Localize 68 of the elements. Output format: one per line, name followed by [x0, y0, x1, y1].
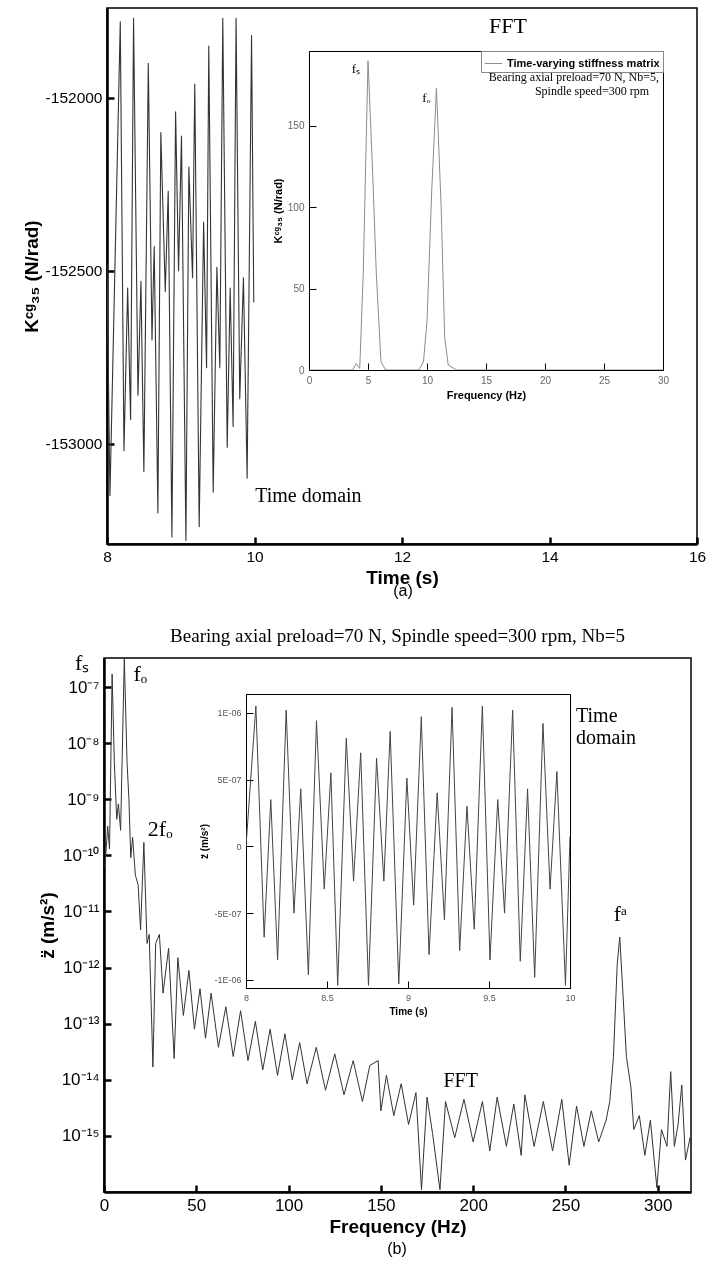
annotation: Time domain	[255, 484, 362, 507]
x-axis-title: Frequency (Hz)	[329, 1215, 467, 1237]
x-tick-label: 15	[480, 374, 493, 386]
line-series	[104, 658, 691, 1191]
y-axis-title: Kᶜᵍ₃₅ (N/rad)	[271, 178, 284, 244]
y-tick-label: 10⁻¹¹	[63, 901, 100, 921]
y-tick-label: 150	[287, 120, 305, 132]
y-tick-label: -152000	[45, 89, 103, 107]
x-tick-label: 9.5	[483, 992, 496, 1003]
y-tick-label: 0	[236, 841, 242, 852]
x-tick-label: 16	[688, 547, 706, 565]
y-tick-label: -153000	[45, 435, 103, 453]
y-axis-title: z̈ (m/s²)	[36, 892, 58, 959]
y-tick-label: 1E-06	[217, 708, 242, 719]
y-tick-label: -5E-07	[214, 908, 242, 919]
line-series	[107, 17, 255, 542]
y-tick-label: 10⁻¹⁴	[61, 1070, 100, 1090]
annotation: 2fₒ	[147, 816, 173, 842]
x-tick-label: 5	[365, 374, 372, 386]
y-tick-label: 10⁻¹⁰	[62, 845, 100, 865]
y-tick-label: -1E-06	[214, 975, 242, 986]
y-tick-label: 10⁻¹²	[63, 958, 100, 978]
x-tick-label: 14	[541, 547, 559, 565]
y-tick-label: 10⁻⁷	[68, 677, 100, 697]
y-tick-label: 5E-07	[217, 775, 242, 786]
x-tick-label: 150	[367, 1195, 396, 1215]
x-tick-label: 8	[243, 992, 250, 1003]
x-tick-label: 0	[306, 374, 313, 386]
annotation: Bearing axial preload=70 N, Nb=5,	[488, 70, 659, 84]
y-tick-label: 10⁻⁹	[67, 789, 100, 809]
y-axis-title: Kᶜᵍ₃₅ (N/rad)	[20, 220, 42, 333]
x-axis-title: Time (s)	[389, 1005, 428, 1017]
annotation: fₛ	[74, 650, 90, 676]
y-tick-label: 10⁻¹⁵	[61, 1126, 100, 1146]
y-tick-label: 100	[287, 201, 305, 213]
annotation: fₒ	[422, 90, 431, 106]
x-tick-label: 10	[421, 374, 434, 386]
x-tick-label: 300	[644, 1195, 673, 1215]
x-axis-title: Frequency (Hz)	[446, 388, 527, 401]
y-tick-label: 0	[298, 364, 305, 376]
text: (b)	[387, 1240, 407, 1257]
annotation: Spindle speed=300 rpm	[534, 84, 650, 98]
x-tick-label: 30	[657, 374, 670, 386]
x-tick-label: 50	[187, 1195, 207, 1215]
legend-label: Time-varying stiffness matrix	[507, 56, 661, 69]
x-tick-label: 8	[103, 547, 112, 565]
x-tick-label: 10	[246, 547, 264, 565]
y-tick-label: 50	[293, 283, 305, 295]
y-tick-label: 10⁻¹³	[63, 1014, 100, 1034]
annotation: Time domain	[576, 704, 636, 748]
x-tick-label: 12	[393, 547, 412, 565]
annotation: FFT	[443, 1069, 478, 1092]
x-tick-label: 20	[539, 374, 552, 386]
x-tick-label: 25	[598, 374, 611, 386]
line-series	[309, 60, 663, 370]
annotation: fᵃ	[613, 901, 628, 927]
y-tick-label: 10⁻⁸	[67, 733, 100, 753]
y-tick-label: -152500	[45, 262, 103, 280]
x-tick-label: 9	[405, 992, 412, 1003]
x-tick-label: 250	[551, 1195, 581, 1215]
x-tick-label: 10	[565, 992, 576, 1003]
annotation: fₛ	[351, 60, 360, 76]
chart-title: Bearing axial preload=70 N, Spindle speed=300 rpm, Nb=5	[170, 625, 625, 647]
annotation: FFT	[489, 13, 528, 38]
x-tick-label: 200	[459, 1195, 488, 1215]
annotation: fₒ	[133, 660, 148, 686]
x-tick-label: 8.5	[321, 992, 334, 1003]
y-axis-title: z̈ (m/s²)	[199, 824, 211, 859]
